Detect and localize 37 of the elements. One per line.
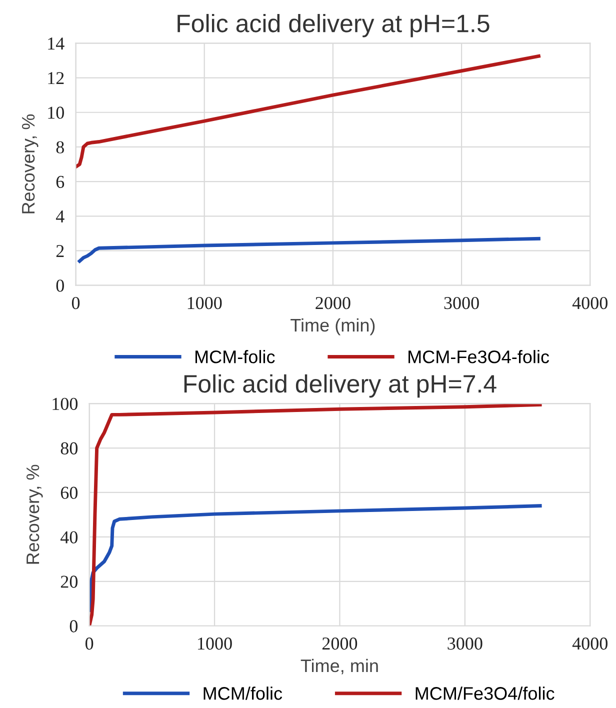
legend-label: MCM/folic: [204, 686, 282, 700]
legend-label: MCM-folic: [196, 350, 275, 364]
x-tick-label: 0: [85, 638, 94, 650]
y-tick-label: 0: [56, 280, 64, 292]
y-tick-label: 4: [56, 210, 64, 222]
y-tick-label: 100: [52, 398, 78, 410]
y-tick-label: 14: [48, 38, 64, 50]
x-tick-label: 1000: [188, 296, 222, 310]
line-series: [89, 504, 542, 612]
x-tick-label: 1000: [198, 638, 232, 650]
x-tick-label: 2000: [316, 296, 350, 310]
chart-title: Folic acid delivery at pH=7.4: [184, 374, 496, 398]
x-axis-title: Time, min: [300, 658, 378, 674]
y-axis-title: Recovery, %: [26, 464, 43, 564]
y-tick-label: 40: [60, 531, 78, 544]
y-tick-label: 6: [56, 176, 64, 188]
y-tick-label: 0: [70, 620, 78, 632]
y-tick-label: 8: [56, 141, 64, 154]
x-axis-title: Time (min): [290, 318, 375, 336]
y-tick-label: 60: [60, 486, 78, 499]
y-tick-label: 20: [60, 576, 78, 588]
y-tick-label: 80: [60, 442, 78, 454]
legend-label: MCM/Fe3O4/folic: [416, 686, 554, 700]
y-axis-title: Recovery, %: [22, 114, 38, 214]
line-series: [89, 404, 542, 626]
chart-title: Folic acid delivery at pH=1.5: [178, 14, 490, 38]
line-series: [76, 54, 540, 169]
legend-label: MCM-Fe3O4-folic: [408, 350, 550, 364]
x-tick-label: 3000: [444, 296, 479, 310]
y-tick-label: 10: [48, 106, 64, 119]
x-tick-label: 3000: [448, 638, 482, 650]
y-tick-label: 12: [48, 72, 64, 84]
line-series: [78, 236, 540, 263]
x-tick-label: 4000: [572, 638, 608, 650]
x-tick-label: 2000: [322, 638, 358, 650]
x-tick-label: 4000: [572, 296, 608, 310]
y-tick-label: 2: [56, 245, 64, 257]
